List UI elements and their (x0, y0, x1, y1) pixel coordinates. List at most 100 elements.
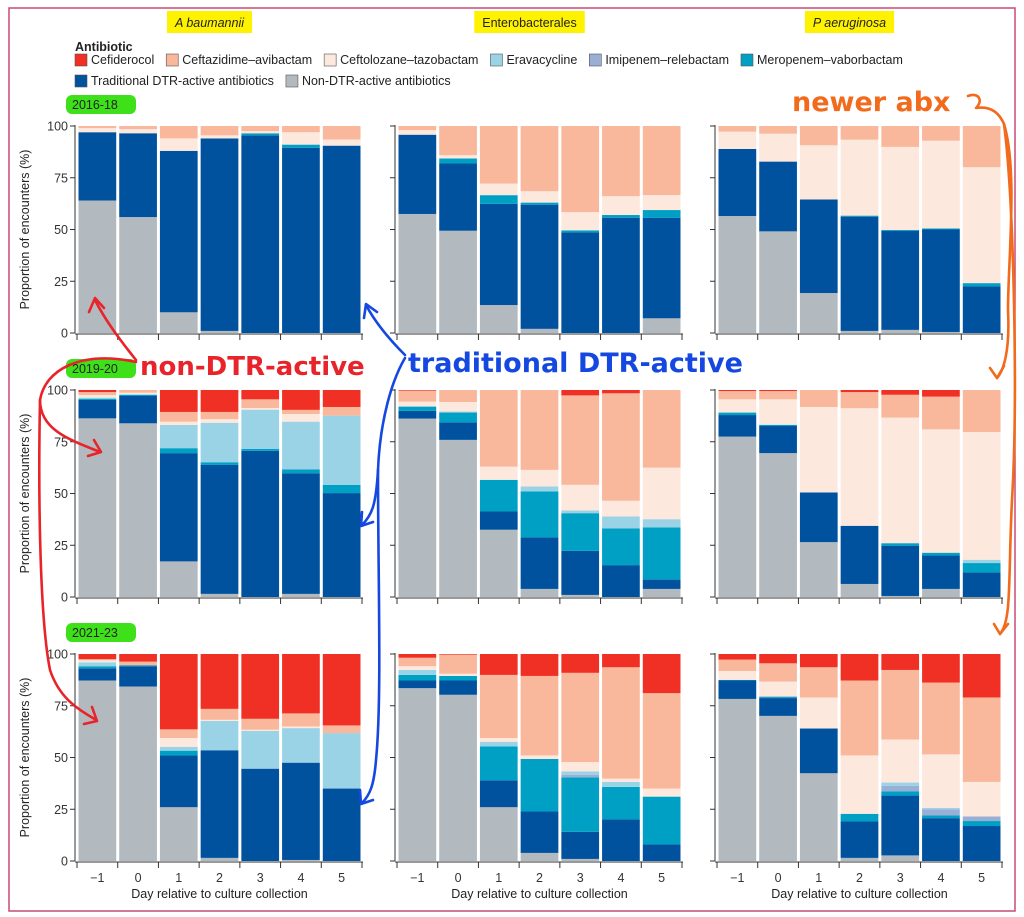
panel-p-aeruginosa-2019-20 (710, 389, 1003, 604)
bar-segment-cefid (159, 654, 198, 730)
bar-segment-cefid (840, 654, 879, 681)
bar-segment-erava (119, 394, 157, 395)
bar-segment-mero (119, 665, 157, 667)
bar-segment-trad (119, 133, 157, 218)
legend-label: Traditional DTR-active antibiotics (91, 74, 274, 88)
period-label: 2016-18 (66, 95, 136, 114)
bar-segment-mero (159, 448, 198, 454)
bar-segment-ceftoloz (282, 414, 320, 422)
bar-segment-mero (962, 563, 1001, 573)
bar-segment-erava (922, 807, 960, 810)
bar-segment-erava (520, 486, 559, 492)
bar-segment-ceftaz (759, 126, 797, 134)
bar-segment-non (799, 773, 838, 861)
bar-segment-non (881, 595, 920, 597)
legend-swatch (74, 74, 88, 88)
bar-segment-imi (922, 809, 960, 816)
bar-segment-erava (241, 409, 280, 449)
x-tick-label: 1 (495, 871, 502, 885)
column-title: A baumannii (166, 11, 253, 33)
bar-segment-cefid (718, 654, 757, 660)
bar-segment-ceftoloz (759, 681, 797, 697)
bar-segment-non (479, 529, 518, 597)
bar-segment-trad (241, 135, 280, 333)
bar-segment-ceftaz (159, 729, 198, 739)
bar-segment-trad (479, 203, 518, 306)
bar-segment-trad (520, 204, 559, 329)
bar-segment-erava (642, 519, 681, 528)
bar-segment-ceftoloz (840, 755, 879, 814)
bar-segment-non (799, 542, 838, 597)
arrow-head-icon (362, 302, 379, 320)
bar-segment-cefid (398, 654, 437, 658)
bar-segment-ceftoloz (561, 212, 600, 231)
bar-segment-cefid (561, 390, 600, 396)
bar-segment-ceftaz (922, 126, 960, 141)
bar-segment-ceftoloz (78, 660, 117, 663)
arrow-head-icon (87, 296, 106, 314)
bar-segment-trad (922, 555, 960, 589)
bar-segment-ceftaz (322, 725, 361, 734)
bar-segment-ceftoloz (520, 191, 559, 203)
bar-segment-ceftoloz (241, 729, 280, 731)
bar-segment-erava (881, 782, 920, 786)
x-tick-label: 4 (937, 871, 944, 885)
bar-segment-trad (962, 826, 1001, 861)
bar-segment-non (439, 439, 477, 597)
period-text: 2021-23 (72, 626, 118, 640)
bar-segment-trad (282, 147, 320, 333)
bar-segment-trad (119, 396, 157, 424)
y-tick-label: 100 (47, 120, 68, 134)
bar-segment-ceftoloz (479, 466, 518, 480)
arrow-head-icon (358, 788, 375, 806)
bar-segment-trad (322, 493, 361, 597)
bar-segment-mero (439, 412, 477, 423)
bar-segment-ceftaz (398, 390, 437, 402)
bar-segment-ceftoloz (398, 666, 437, 670)
bar-segment-erava (322, 733, 361, 789)
bar-segment-ceftaz (520, 126, 559, 192)
legend-label: Ceftolozane–tazobactam (340, 53, 478, 67)
bar-segment-ceftoloz (322, 139, 361, 146)
bar-segment-ceftaz (322, 126, 361, 140)
bar-segment-mero (881, 543, 920, 546)
bar-segment-ceftoloz (520, 755, 559, 759)
bar-segment-ceftaz (642, 693, 681, 789)
bar-segment-trad (881, 230, 920, 330)
x-tick-label: 0 (455, 871, 462, 885)
bar-segment-ceftoloz (759, 399, 797, 425)
x-tick-label: 4 (617, 871, 624, 885)
bar-segment-cefid (840, 390, 879, 393)
bar-segment-ceftoloz (520, 469, 559, 487)
bar-segment-ceftaz (561, 395, 600, 485)
bar-segment-ceftoloz (241, 408, 280, 410)
bar-segment-erava (241, 730, 280, 769)
legend-entry-ceftaz: Ceftazidime–avibactam (165, 53, 312, 67)
bar-segment-non (881, 855, 920, 861)
bar-segment-cefid (78, 390, 117, 393)
bar-segment-trad (759, 161, 797, 232)
bar-segment-mero (398, 406, 437, 411)
bar-segment-cefid (922, 390, 960, 397)
bar-segment-imi (561, 774, 600, 778)
x-axis-label: Day relative to culture collection (771, 887, 948, 901)
bar-segment-mero (840, 813, 879, 822)
bar-segment-trad (759, 426, 797, 454)
bar-segment-mero (282, 469, 320, 474)
bar-segment-trad (602, 819, 640, 861)
bar-segment-ceftaz (602, 393, 640, 501)
bar-segment-ceftaz (718, 126, 757, 132)
y-tick-label: 50 (54, 487, 68, 501)
x-tick-label: 5 (338, 871, 345, 885)
bar-segment-mero (282, 144, 320, 148)
bar-segment-trad (439, 680, 477, 695)
bar-segment-trad (241, 768, 280, 861)
y-tick-label: 25 (54, 275, 68, 289)
x-tick-label: 3 (577, 871, 584, 885)
bar-segment-cefid (200, 654, 239, 709)
bar-segment-non (718, 698, 757, 861)
legend-title: Antibiotic (75, 40, 133, 54)
arrow-head-icon (359, 510, 375, 528)
y-tick-label: 50 (54, 751, 68, 765)
y-axis-label: Proportion of encounters (%) (18, 414, 32, 574)
